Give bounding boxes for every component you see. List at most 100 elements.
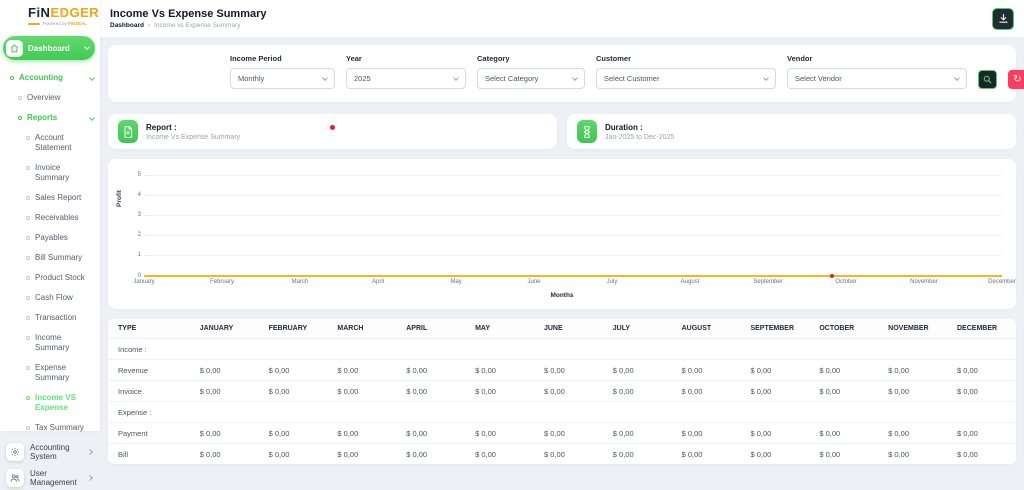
reset-button[interactable]: ↻ <box>1008 70 1024 89</box>
y-tick-label: 4 <box>132 192 141 198</box>
sidebar-item-income-vs-expense[interactable]: Income VS Expense <box>0 388 100 418</box>
sidebar-item-expense-summary[interactable]: Expense Summary <box>0 358 100 388</box>
value-cell <box>190 339 259 360</box>
brand-name-primary: FiN <box>28 5 50 20</box>
sidebar-item-income-summary[interactable]: Income Summary <box>0 328 100 358</box>
users-icon <box>6 469 24 487</box>
sidebar-item-label: Reports <box>27 113 90 123</box>
value-cell: $ 0,00 <box>740 444 809 465</box>
bullet-icon <box>26 196 30 200</box>
brand-logo: FiNEDGER Powered by FINZEAL <box>0 0 100 28</box>
customer-select[interactable]: Select Customer <box>596 68 776 89</box>
sidebar-item-bill-summary[interactable]: Bill Summary <box>0 248 100 268</box>
sidebar-item-payables[interactable]: Payables <box>0 228 100 248</box>
value-cell: $ 0,00 <box>947 444 1016 465</box>
chart-y-axis-label: Profit <box>116 190 123 207</box>
row-type-cell: Bill <box>108 444 190 465</box>
chevron-down-icon <box>954 75 960 81</box>
sidebar-item-invoice-summary[interactable]: Invoice Summary <box>0 158 100 188</box>
value-cell: $ 0,00 <box>740 381 809 402</box>
x-tick-label: June <box>527 279 540 285</box>
row-type-cell: Invoice <box>108 381 190 402</box>
page-title: Income Vs Expense Summary <box>110 8 267 20</box>
sidebar-item-accounting-system[interactable]: Accounting System <box>0 440 100 464</box>
sidebar-item-overview[interactable]: Overview <box>0 88 100 108</box>
breadcrumb-root[interactable]: Dashboard <box>110 22 144 29</box>
sidebar-item-dashboard[interactable]: Dashboard <box>3 36 95 60</box>
chart-series-zero-line: 0 <box>144 275 1002 277</box>
filter-label: Vendor <box>787 54 967 63</box>
value-cell <box>809 402 878 423</box>
select-value: 2025 <box>354 74 371 83</box>
sidebar-item-transaction[interactable]: Transaction <box>0 308 100 328</box>
chart-gridline: 1 <box>144 255 1002 256</box>
filter-bar: Income PeriodMonthlyYear2025CategorySele… <box>108 45 1016 102</box>
table-row: Invoice$ 0,00$ 0,00$ 0,00$ 0,00$ 0,00$ 0… <box>108 381 1016 402</box>
sidebar-item-accounting[interactable]: Accounting <box>0 68 100 88</box>
sidebar-item-user-management[interactable]: User Management <box>0 466 100 490</box>
table-column-header: AUGUST <box>672 319 741 339</box>
sidebar-item-tax-summary[interactable]: Tax Summary <box>0 418 100 438</box>
x-tick-label: November <box>910 279 938 285</box>
sidebar-item-sales-report[interactable]: Sales Report <box>0 188 100 208</box>
y-tick-label: 2 <box>132 232 141 238</box>
report-document-icon <box>118 120 138 143</box>
value-cell: $ 0,00 <box>259 423 328 444</box>
vendor-select[interactable]: Select Vendor <box>787 68 967 89</box>
value-cell <box>259 402 328 423</box>
value-cell <box>878 402 947 423</box>
bullet-icon <box>26 396 30 400</box>
red-dot-marker <box>330 125 335 130</box>
value-cell <box>534 339 603 360</box>
chevron-right-icon <box>87 475 93 481</box>
value-cell: $ 0,00 <box>396 381 465 402</box>
year-select[interactable]: 2025 <box>346 68 466 89</box>
duration-card-title: Duration : <box>605 123 674 132</box>
filter-label: Year <box>346 54 466 63</box>
value-cell <box>327 339 396 360</box>
category-select[interactable]: Select Category <box>477 68 585 89</box>
value-cell: $ 0,00 <box>878 444 947 465</box>
sidebar-item-cash-flow[interactable]: Cash Flow <box>0 288 100 308</box>
breadcrumb-separator: › <box>148 22 150 29</box>
value-cell: $ 0,00 <box>396 423 465 444</box>
sidebar-item-account-statement[interactable]: Account Statement <box>0 128 100 158</box>
value-cell: $ 0,00 <box>259 444 328 465</box>
sidebar-item-label: Product Stock <box>35 273 94 283</box>
income-period-select[interactable]: Monthly <box>230 68 335 89</box>
select-value: Select Customer <box>604 74 659 83</box>
x-tick-label: September <box>753 279 782 285</box>
x-tick-label: February <box>210 279 234 285</box>
value-cell: $ 0,00 <box>878 423 947 444</box>
value-cell: $ 0,00 <box>465 360 534 381</box>
value-cell: $ 0,00 <box>534 423 603 444</box>
filter-groups: Income PeriodMonthlyYear2025CategorySele… <box>118 54 967 89</box>
table-column-header: APRIL <box>396 319 465 339</box>
bullet-icon <box>26 336 30 340</box>
value-cell: $ 0,00 <box>327 423 396 444</box>
sidebar-item-receivables[interactable]: Receivables <box>0 208 100 228</box>
search-button[interactable] <box>978 70 997 89</box>
value-cell <box>327 402 396 423</box>
sidebar-item-reports[interactable]: Reports <box>0 108 100 128</box>
sidebar-item-label: Income VS Expense <box>35 393 94 413</box>
value-cell: $ 0,00 <box>809 360 878 381</box>
filter-group-category: CategorySelect Category <box>477 54 585 89</box>
table-column-header: OCTOBER <box>809 319 878 339</box>
value-cell: $ 0,00 <box>809 423 878 444</box>
value-cell: $ 0,00 <box>672 360 741 381</box>
value-cell <box>534 402 603 423</box>
value-cell: $ 0,00 <box>603 381 672 402</box>
row-type-cell: Revenue <box>108 360 190 381</box>
refresh-icon: ↻ <box>1013 75 1021 85</box>
value-cell: $ 0,00 <box>740 423 809 444</box>
export-button[interactable] <box>992 8 1014 30</box>
sidebar-item-label: Accounting System <box>30 443 82 461</box>
value-cell: $ 0,00 <box>190 360 259 381</box>
value-cell: $ 0,00 <box>259 360 328 381</box>
sidebar-item-product-stock[interactable]: Product Stock <box>0 268 100 288</box>
value-cell: $ 0,00 <box>603 423 672 444</box>
chart-gridline: 3 <box>144 215 1002 216</box>
chart-plot-area[interactable]: 012345 <box>144 175 1002 275</box>
table-section-row: Income : <box>108 339 1016 360</box>
